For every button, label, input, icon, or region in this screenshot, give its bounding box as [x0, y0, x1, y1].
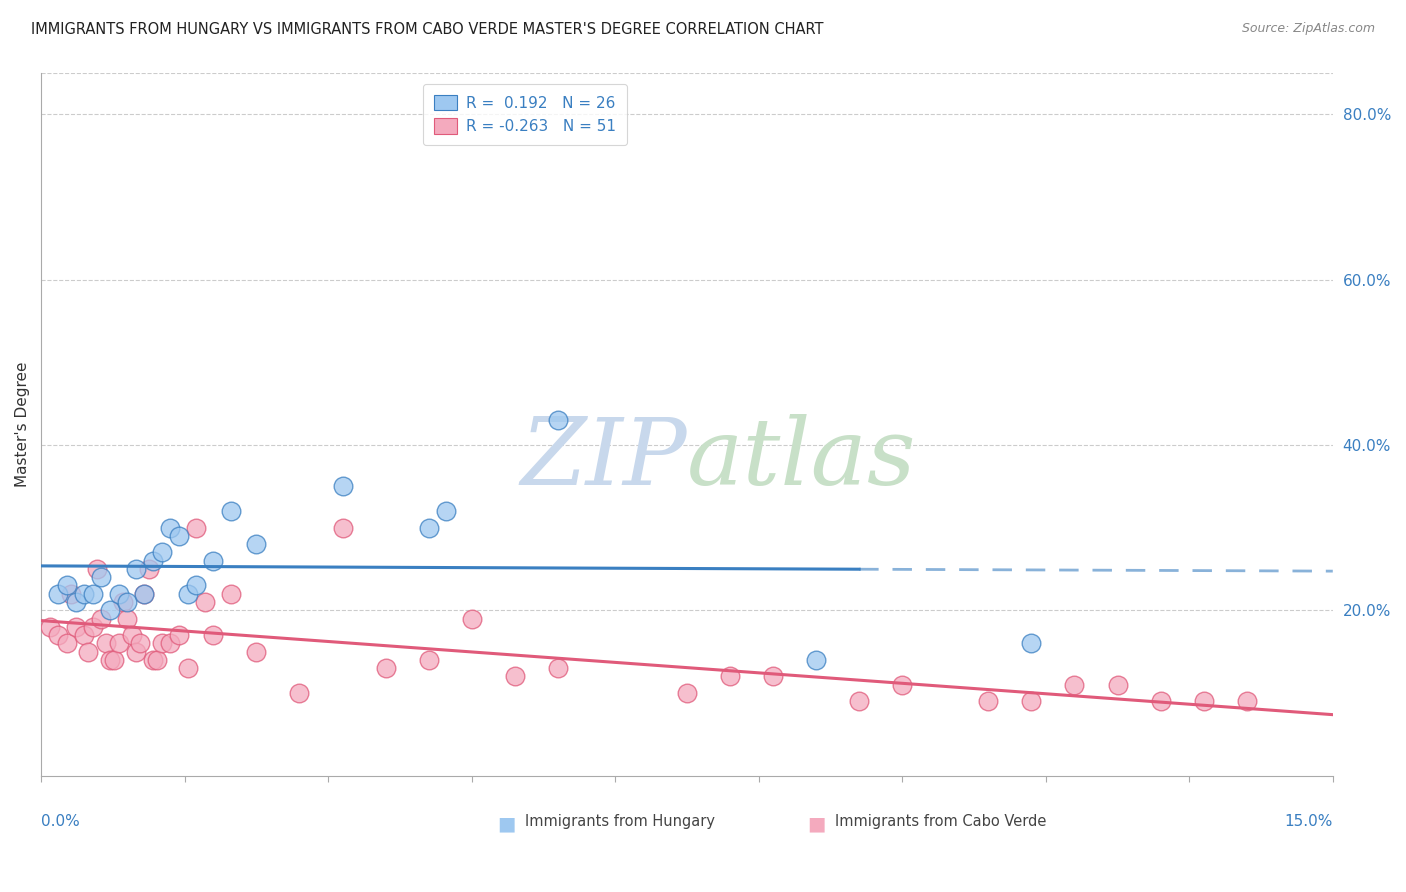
Point	[82, 587, 104, 601]
Point	[848, 694, 870, 708]
Point	[1149, 694, 1171, 708]
Point	[1236, 694, 1258, 708]
Text: IMMIGRANTS FROM HUNGARY VS IMMIGRANTS FROM CABO VERDE MASTER'S DEGREE CORRELATIO: IMMIGRANTS FROM HUNGARY VS IMMIGRANTS FR…	[31, 22, 824, 37]
Point	[891, 678, 914, 692]
Point	[146, 653, 169, 667]
Point	[107, 636, 129, 650]
Point	[977, 694, 1000, 708]
Point	[134, 587, 156, 601]
Point	[86, 562, 108, 576]
Point	[142, 554, 165, 568]
Point	[90, 611, 112, 625]
Text: ■: ■	[496, 814, 515, 833]
Point	[804, 653, 827, 667]
Point	[762, 669, 785, 683]
Point	[1192, 694, 1215, 708]
Point	[103, 653, 125, 667]
Point	[245, 645, 267, 659]
Point	[125, 562, 148, 576]
Point	[418, 653, 440, 667]
Point	[138, 562, 160, 576]
Point	[65, 620, 87, 634]
Point	[194, 595, 217, 609]
Point	[167, 529, 190, 543]
Point	[98, 653, 121, 667]
Point	[73, 628, 96, 642]
Text: atlas: atlas	[688, 415, 917, 505]
Point	[121, 628, 143, 642]
Point	[98, 603, 121, 617]
Point	[1107, 678, 1129, 692]
Point	[150, 545, 173, 559]
Point	[219, 587, 242, 601]
Point	[60, 587, 83, 601]
Point	[56, 636, 79, 650]
Text: Immigrants from Cabo Verde: Immigrants from Cabo Verde	[835, 814, 1047, 830]
Point	[176, 587, 198, 601]
Point	[434, 504, 457, 518]
Point	[332, 479, 354, 493]
Point	[202, 554, 225, 568]
Point	[176, 661, 198, 675]
Point	[159, 636, 181, 650]
Point	[219, 504, 242, 518]
Point	[167, 628, 190, 642]
Point	[1063, 678, 1085, 692]
Point	[374, 661, 396, 675]
Point	[547, 661, 569, 675]
Point	[94, 636, 117, 650]
Point	[73, 587, 96, 601]
Text: 0.0%: 0.0%	[41, 814, 80, 830]
Point	[503, 669, 526, 683]
Point	[245, 537, 267, 551]
Point	[38, 620, 60, 634]
Point	[1021, 636, 1043, 650]
Point	[107, 587, 129, 601]
Legend: R =  0.192   N = 26, R = -0.263   N = 51: R = 0.192 N = 26, R = -0.263 N = 51	[423, 84, 627, 145]
Text: ■: ■	[807, 814, 825, 833]
Point	[1021, 694, 1043, 708]
Point	[134, 587, 156, 601]
Y-axis label: Master's Degree: Master's Degree	[15, 361, 30, 487]
Point	[125, 645, 148, 659]
Point	[115, 595, 138, 609]
Point	[56, 578, 79, 592]
Point	[90, 570, 112, 584]
Point	[77, 645, 100, 659]
Point	[159, 521, 181, 535]
Text: Immigrants from Hungary: Immigrants from Hungary	[526, 814, 716, 830]
Point	[718, 669, 741, 683]
Point	[150, 636, 173, 650]
Point	[184, 521, 207, 535]
Point	[332, 521, 354, 535]
Point	[547, 413, 569, 427]
Point	[676, 686, 699, 700]
Point	[184, 578, 207, 592]
Point	[82, 620, 104, 634]
Point	[46, 587, 69, 601]
Text: ZIP: ZIP	[520, 415, 688, 505]
Point	[115, 611, 138, 625]
Point	[142, 653, 165, 667]
Point	[288, 686, 311, 700]
Point	[202, 628, 225, 642]
Point	[460, 611, 482, 625]
Point	[418, 521, 440, 535]
Point	[129, 636, 152, 650]
Text: Source: ZipAtlas.com: Source: ZipAtlas.com	[1241, 22, 1375, 36]
Point	[46, 628, 69, 642]
Text: 15.0%: 15.0%	[1285, 814, 1333, 830]
Point	[111, 595, 134, 609]
Point	[65, 595, 87, 609]
